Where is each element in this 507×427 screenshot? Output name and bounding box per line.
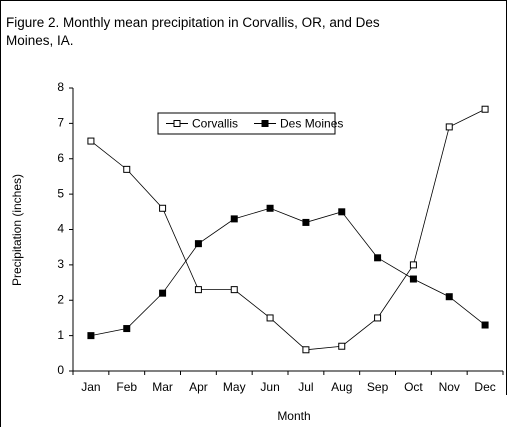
marker <box>123 325 131 333</box>
y-tick-label: 8 <box>57 80 64 94</box>
x-tick-label: Apr <box>189 380 208 394</box>
x-axis-label: Month <box>277 409 310 423</box>
marker <box>194 240 202 248</box>
y-tick-label: 6 <box>57 151 64 165</box>
marker <box>445 293 453 301</box>
marker <box>159 204 167 212</box>
marker <box>302 346 310 354</box>
marker <box>374 254 382 262</box>
x-tick-label: Sep <box>367 380 389 394</box>
y-tick-label: 2 <box>57 292 64 306</box>
x-tick-label: Mar <box>152 380 173 394</box>
x-tick-label: Jun <box>260 380 279 394</box>
marker <box>87 137 95 145</box>
y-tick-label: 0 <box>57 363 64 377</box>
marker <box>266 314 274 322</box>
marker <box>338 208 346 216</box>
x-tick-label: Aug <box>331 380 352 394</box>
y-tick-label: 5 <box>57 186 64 200</box>
marker <box>409 261 417 269</box>
x-tick-label: Feb <box>116 380 137 394</box>
marker <box>261 120 269 127</box>
marker <box>194 286 202 294</box>
y-tick-label: 7 <box>57 116 64 130</box>
x-tick-label: May <box>223 380 246 394</box>
legend-box <box>157 112 336 135</box>
marker <box>266 204 274 212</box>
marker <box>374 314 382 322</box>
chart-title: Figure 2. Monthly mean precipitation in … <box>6 15 380 48</box>
y-tick-label: 3 <box>57 257 64 271</box>
y-tick-label: 4 <box>57 222 64 236</box>
y-axis-label: Precipitation (inches) <box>10 174 24 286</box>
legend-label: Corvallis <box>192 117 238 131</box>
marker <box>173 120 181 127</box>
series-line <box>90 207 486 337</box>
x-tick-label: Jul <box>298 380 313 394</box>
marker <box>230 286 238 294</box>
x-tick-label: Dec <box>474 380 495 394</box>
series-line <box>90 108 486 351</box>
marker <box>409 275 417 283</box>
marker <box>481 321 489 329</box>
marker <box>481 105 489 113</box>
marker <box>87 332 95 340</box>
y-tick-label: 1 <box>57 328 64 342</box>
marker <box>230 215 238 223</box>
legend-label: Des Moines <box>280 117 343 131</box>
marker <box>302 218 310 226</box>
x-tick-label: Jan <box>81 380 100 394</box>
x-tick-label: Oct <box>404 380 423 394</box>
marker <box>338 342 346 350</box>
marker <box>123 165 131 173</box>
marker <box>445 123 453 131</box>
x-tick-label: Nov <box>439 380 460 394</box>
marker <box>159 289 167 297</box>
